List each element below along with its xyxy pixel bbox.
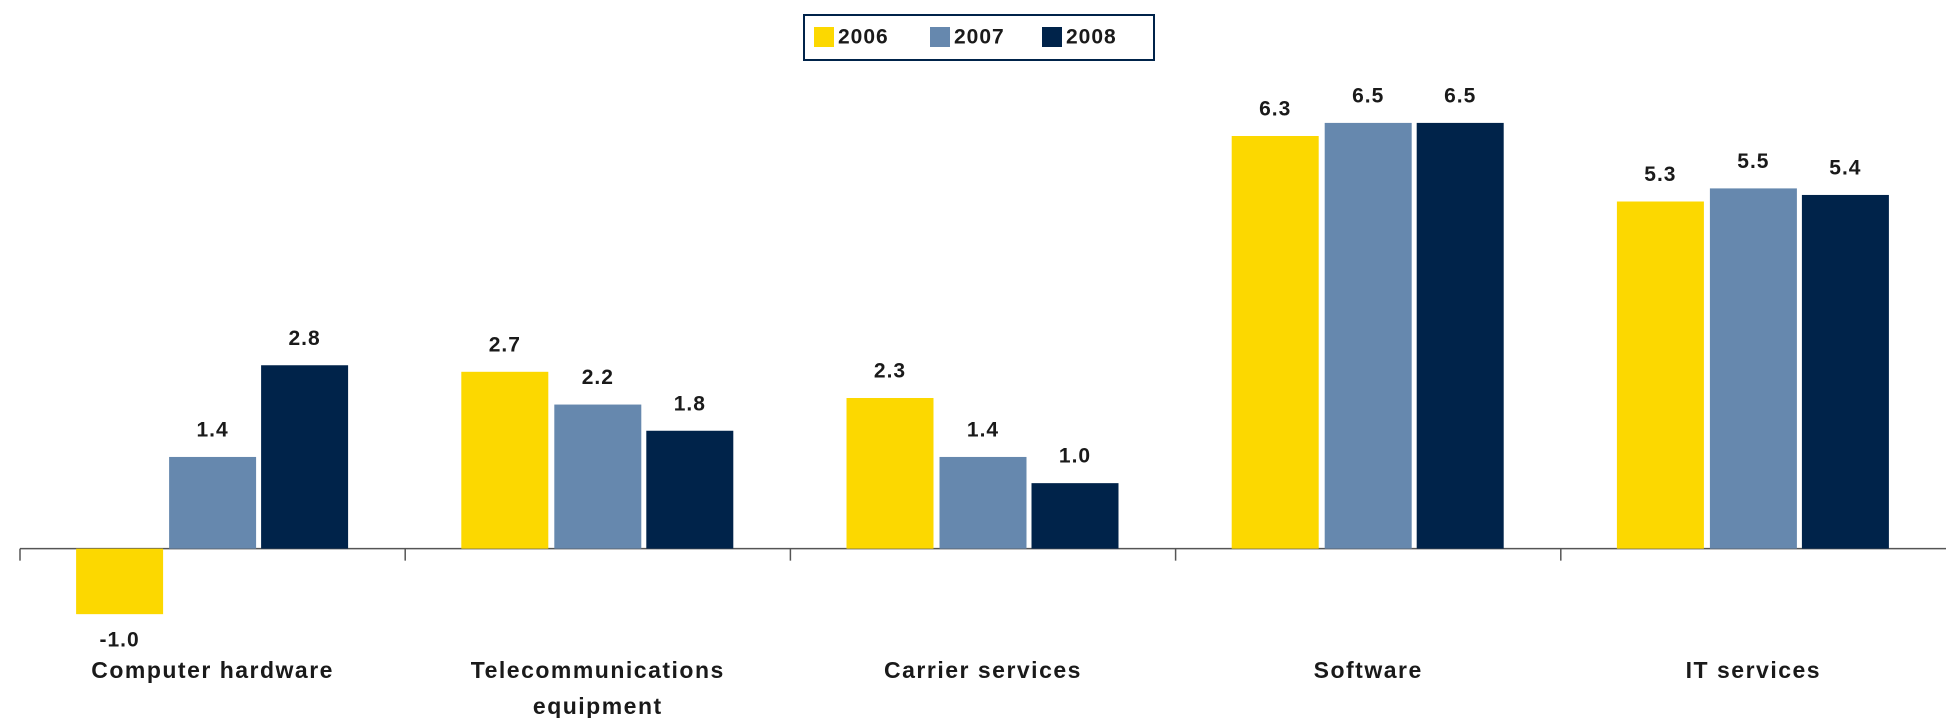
- data-label: 1.8: [674, 392, 706, 415]
- data-label: 2.7: [489, 333, 521, 356]
- x-tick-label: Computer hardware: [91, 657, 334, 683]
- bar: [846, 398, 934, 549]
- bar: [939, 456, 1027, 549]
- legend-box: [803, 14, 1155, 61]
- data-label: 5.4: [1829, 156, 1861, 179]
- x-tick-label: Software: [1313, 657, 1423, 683]
- bar: [1616, 201, 1704, 549]
- bar: [1416, 122, 1504, 549]
- bar: [1709, 188, 1797, 549]
- bar: [1324, 122, 1412, 549]
- data-label: 2.8: [288, 327, 320, 350]
- data-label: 6.5: [1352, 84, 1384, 107]
- bar: [76, 548, 164, 615]
- data-label: -1.0: [100, 629, 140, 652]
- legend-swatch: [1042, 27, 1062, 47]
- legend-label: 2006: [838, 26, 889, 49]
- legend-label: 2007: [954, 26, 1005, 49]
- legend-label: 2008: [1066, 26, 1117, 49]
- x-tick-label: IT services: [1685, 657, 1822, 683]
- data-label: 1.0: [1059, 445, 1091, 468]
- legend-swatch: [930, 27, 950, 47]
- data-label: 1.4: [196, 418, 228, 441]
- x-tick-label: Carrier services: [884, 657, 1082, 683]
- data-label: 2.3: [874, 360, 906, 383]
- bar: [1231, 136, 1319, 549]
- data-label: 2.2: [582, 366, 614, 389]
- bar: [1031, 483, 1119, 549]
- bar: [554, 404, 642, 549]
- data-label: 6.5: [1444, 84, 1476, 107]
- bar: [169, 456, 257, 549]
- bar: [461, 371, 549, 549]
- bar: [261, 365, 349, 549]
- data-label: 1.4: [967, 418, 999, 441]
- data-label: 6.3: [1259, 98, 1291, 121]
- data-label: 5.3: [1644, 163, 1676, 186]
- legend-swatch: [814, 27, 834, 47]
- bar: [1801, 194, 1889, 549]
- x-tick-label: Telecommunications equipment: [470, 657, 725, 718]
- data-label: 5.5: [1737, 150, 1769, 173]
- bar: [646, 430, 734, 549]
